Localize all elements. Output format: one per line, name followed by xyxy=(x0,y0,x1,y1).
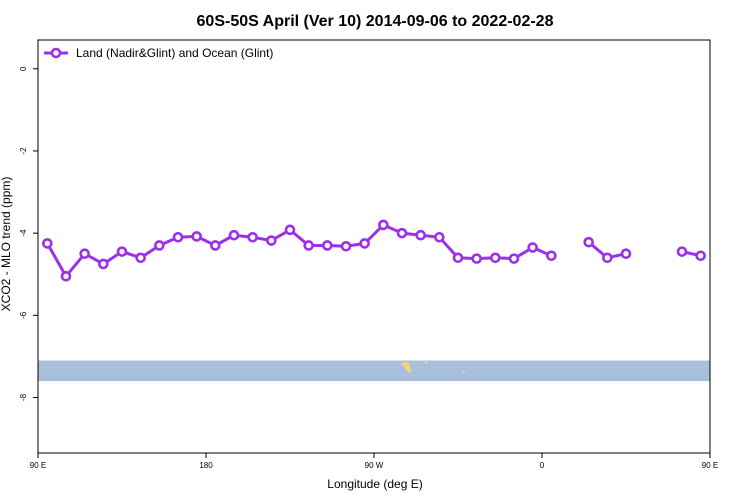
data-point xyxy=(172,231,184,243)
data-point xyxy=(396,227,408,239)
data-point xyxy=(527,242,538,253)
map-strip-ocean xyxy=(38,360,710,382)
plot-area: 90 E 180 90 W 0 90 E 0 -2 -4 -6 -8 Land (Nadir&Gli… xyxy=(19,39,718,470)
data-point xyxy=(210,240,221,251)
map-land-patch xyxy=(407,369,412,373)
data-point xyxy=(42,238,53,249)
data-point xyxy=(378,219,389,231)
x-tick-label: 90 E xyxy=(702,461,718,470)
data-point xyxy=(471,253,482,264)
data-point xyxy=(79,248,90,259)
data-point xyxy=(546,250,557,262)
y-tick-label: -2 xyxy=(19,147,28,155)
y-tick-label: -8 xyxy=(19,393,28,401)
data-point xyxy=(452,252,464,264)
data-point xyxy=(228,229,240,241)
data-point xyxy=(490,252,501,264)
data-point xyxy=(60,270,72,282)
data-point xyxy=(415,229,426,241)
data-point xyxy=(191,231,202,242)
data-point xyxy=(98,258,109,270)
data-point xyxy=(247,231,258,243)
data-point xyxy=(583,236,594,248)
data-point xyxy=(620,248,632,259)
legend-entry: Land (Nadir&Glint) and Ocean (Glint) xyxy=(76,46,273,60)
map-land-patch xyxy=(404,365,411,370)
data-point xyxy=(116,246,128,257)
data-point xyxy=(602,252,613,264)
series-line xyxy=(45,223,552,278)
data-point xyxy=(135,252,146,264)
x-tick-label: 90 W xyxy=(365,461,384,470)
data-point xyxy=(434,231,445,243)
data-point xyxy=(284,224,296,236)
y-tick-label: -4 xyxy=(19,229,28,237)
y-tick-label: 0 xyxy=(19,66,28,71)
legend-swatch-marker xyxy=(50,47,62,59)
x-axis-label: Longitude (deg E) xyxy=(327,477,422,491)
plot-frame xyxy=(37,39,711,454)
data-point xyxy=(322,240,333,251)
data-point xyxy=(266,235,277,246)
data-point xyxy=(303,240,314,251)
y-axis-label: XCO2 - MLO trend (ppm) xyxy=(0,177,13,312)
data-point xyxy=(508,253,520,264)
x-tick-label: 90 E xyxy=(30,461,46,470)
map-land-patch xyxy=(424,361,428,364)
y-tick-label: -6 xyxy=(19,311,28,319)
x-tick-label: 0 xyxy=(540,461,545,470)
x-tick-label: 180 xyxy=(199,461,213,470)
map-land-patch xyxy=(462,370,465,373)
data-point xyxy=(340,240,352,252)
data-point xyxy=(359,238,370,249)
data-point xyxy=(695,250,706,262)
data-point xyxy=(676,246,688,257)
map-land-patch xyxy=(401,362,410,368)
chart-title: 60S-50S April (Ver 10) 2014-09-06 to 202… xyxy=(197,13,554,30)
data-point xyxy=(154,240,165,251)
